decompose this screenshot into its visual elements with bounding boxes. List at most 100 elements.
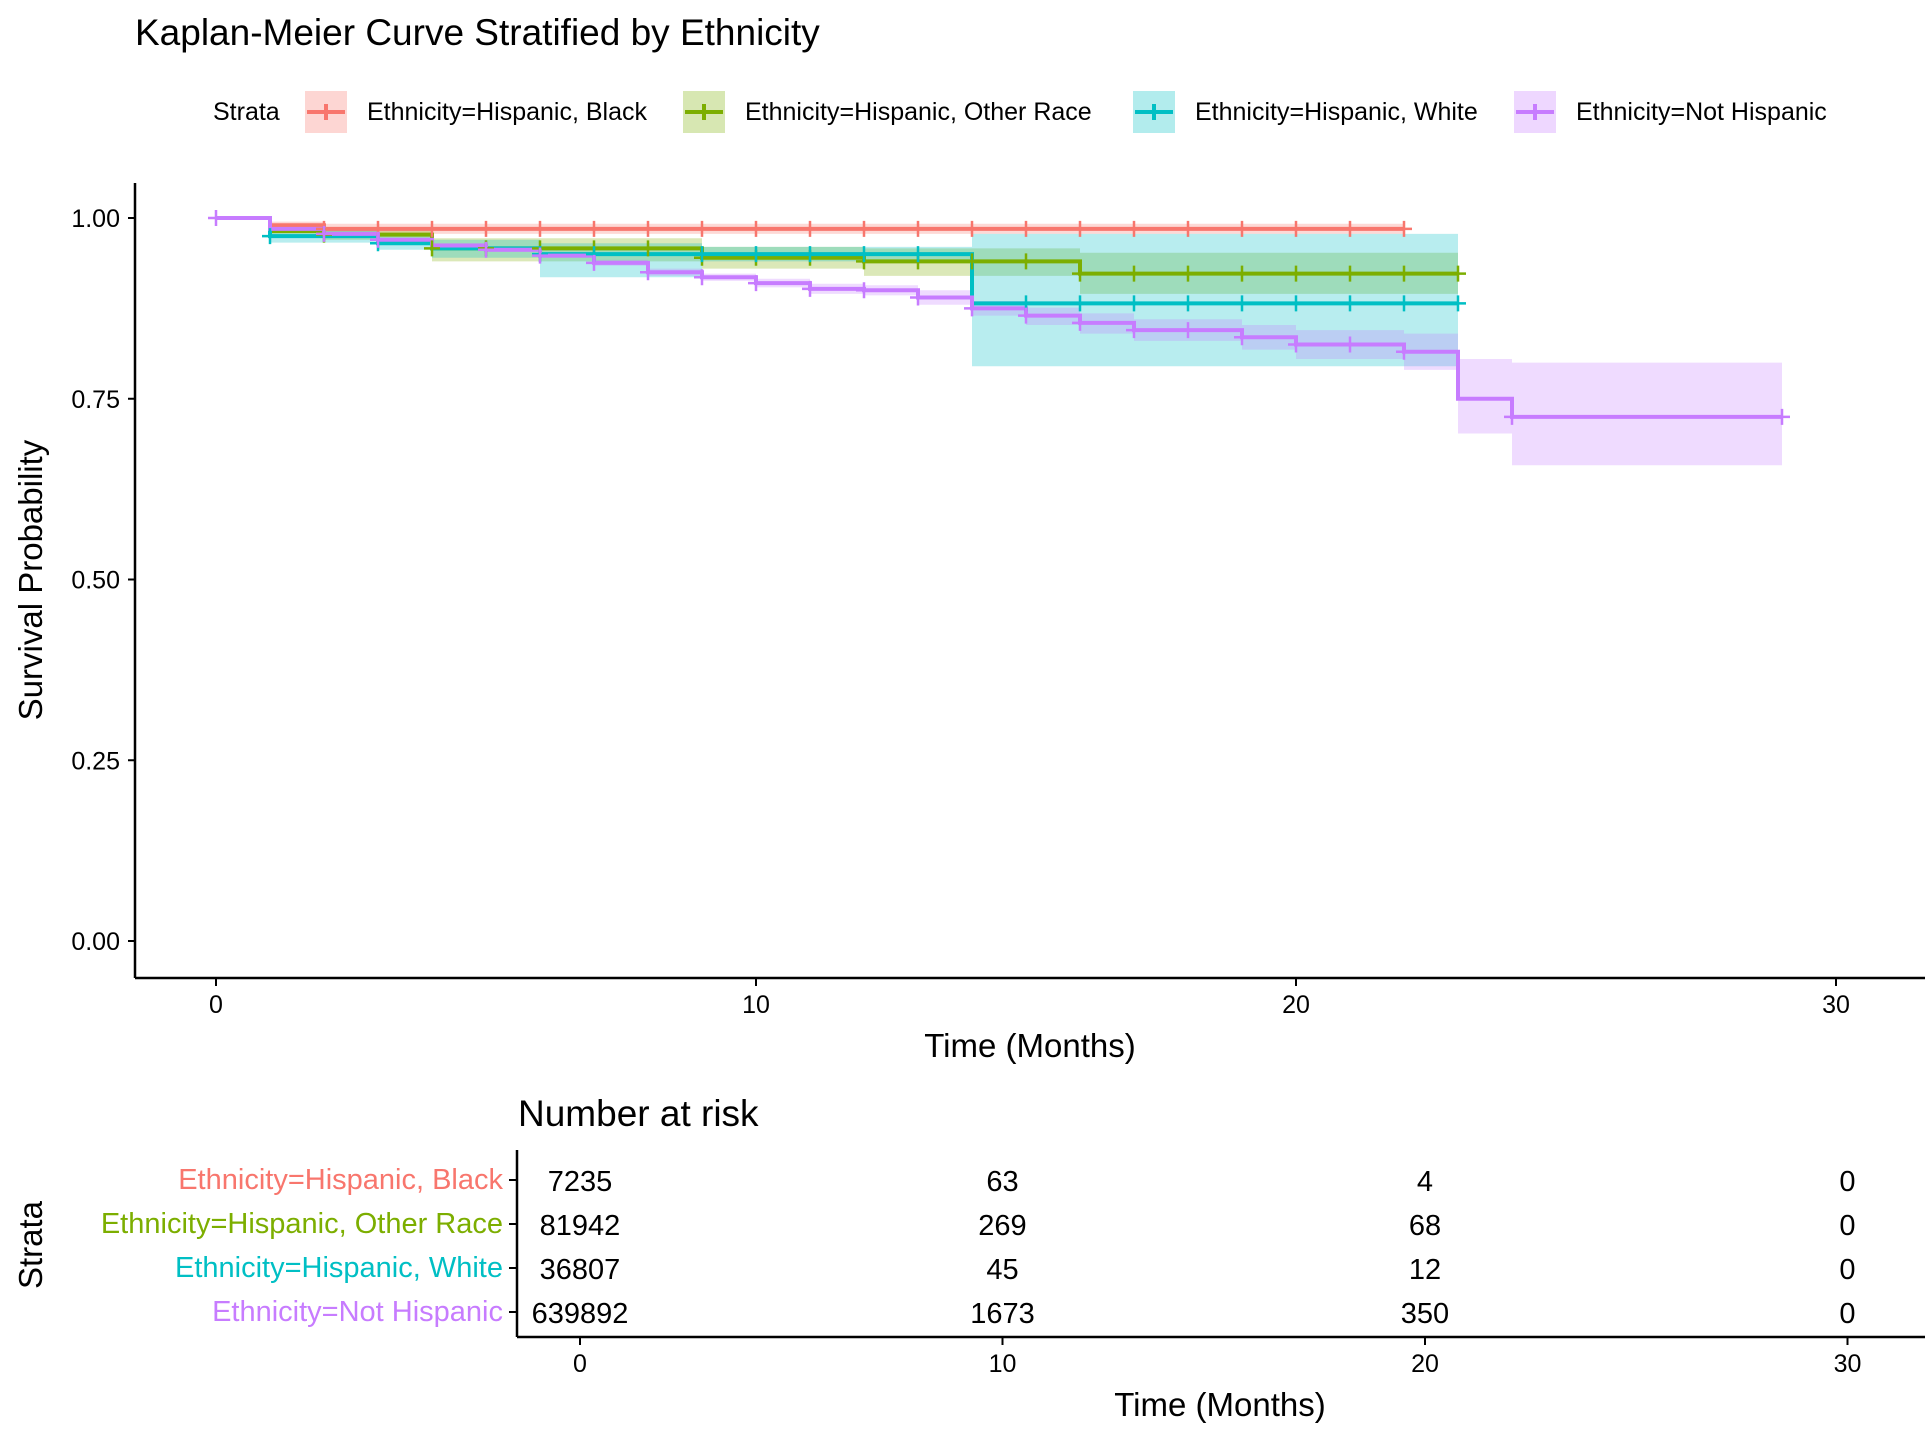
censor-mark [1450,265,1466,282]
risk-row-label: Ethnicity=Not Hispanic [212,1296,503,1328]
censor-mark [748,246,764,263]
survival-curve-ethnicity-hispanic-other-race [216,216,1458,276]
censor-mark [964,220,980,237]
censor-mark [1234,329,1250,346]
censor-mark [910,246,926,263]
censor-mark [1396,343,1412,360]
censor-mark [1342,336,1358,353]
ci-band-ethnicity-not-hispanic [216,218,1782,466]
censor-mark [1234,265,1250,282]
risk-table: Number at risk Ethnicity=Hispanic, Black… [12,1093,1925,1423]
risk-count: 0 [1839,1254,1855,1286]
y-axis-label: Survival Probability [12,439,49,720]
x-tick-label: 0 [209,991,223,1019]
y-tick-label: 0.25 [71,747,120,775]
censor-mark [640,264,656,281]
censor-mark [1180,220,1196,237]
censor-mark [640,220,656,237]
risk-table-rows: Ethnicity=Hispanic, Black 7235 63 4 0Ethnici… [101,1164,1856,1330]
risk-count: 0 [1839,1298,1855,1330]
risk-x-tick-label: 30 [1834,1350,1862,1378]
censor-mark [694,269,710,286]
risk-count: 350 [1401,1298,1449,1330]
censor-mark [1342,295,1358,312]
censor-mark [748,220,764,237]
censor-mark [262,228,278,245]
x-tick-label: 10 [742,991,770,1019]
legend-key-line [1135,104,1173,120]
risk-count: 63 [986,1166,1018,1198]
risk-x-tick-label: 20 [1411,1350,1439,1378]
censor-mark [1288,265,1304,282]
y-tick-label: 1.00 [71,205,120,233]
legend-title: Strata [213,98,280,126]
censor-mark [1288,295,1304,312]
censor-mark [1126,295,1142,312]
legend-item-ethnicity-hispanic-white: Ethnicity=Hispanic, White [1133,91,1478,133]
censor-mark [1072,265,1088,282]
risk-count: 0 [1839,1166,1855,1198]
censor-mark [1126,265,1142,282]
censor-marks [208,210,1790,425]
censor-mark [1018,307,1034,324]
risk-count: 36807 [540,1254,621,1286]
risk-row-ethnicity-hispanic-other-race: Ethnicity=Hispanic, Other Race 81942 269 68… [101,1208,1856,1242]
censor-mark [964,253,980,270]
risk-count: 45 [986,1254,1018,1286]
censor-mark [1396,265,1412,282]
censor-mark [856,246,872,263]
legend-item-ethnicity-hispanic-black: Ethnicity=Hispanic, Black [305,91,647,133]
censor-mark [1504,408,1520,425]
censor-mark [532,247,548,264]
risk-table-x-ticks: 0 10 20 30 [573,1337,1861,1378]
censor-mark [424,240,440,257]
risk-count: 1673 [970,1298,1035,1330]
risk-row-label: Ethnicity=Hispanic, White [175,1252,503,1284]
censor-mark [478,220,494,237]
censor-mark [910,220,926,237]
risk-x-tick-label: 0 [573,1350,587,1378]
censor-mark [586,254,602,271]
risk-table-title: Number at risk [518,1093,759,1134]
censor-mark [1288,336,1304,353]
censor-mark [1180,265,1196,282]
censor-mark [1234,295,1250,312]
y-tick-label: 0.00 [71,928,120,956]
risk-count: 269 [978,1210,1026,1242]
risk-table-x-label: Time (Months) [1114,1386,1325,1423]
x-tick-label: 20 [1282,991,1310,1019]
censor-mark [748,275,764,292]
risk-count: 81942 [540,1210,621,1242]
censor-mark [640,240,656,257]
censor-mark [1396,220,1412,237]
x-axis-label: Time (Months) [924,1027,1135,1064]
censor-mark [1126,322,1142,339]
risk-x-tick-label: 10 [989,1350,1017,1378]
y-tick-label: 0.75 [71,386,120,414]
censor-mark [532,220,548,237]
censor-mark [1774,408,1790,425]
legend-key-line [685,104,723,120]
censor-mark [1072,220,1088,237]
censor-mark [1126,220,1142,237]
confidence-bands [216,218,1782,466]
risk-count: 68 [1409,1210,1441,1242]
survival-plot-area: 0.00 0.25 0.50 0.75 1.00 0 10 20 30 Time (Month… [12,183,1925,1064]
censor-mark [1180,295,1196,312]
censor-mark [1018,220,1034,237]
risk-count: 0 [1839,1210,1855,1242]
y-tick-label: 0.50 [71,567,120,595]
censor-mark [802,280,818,297]
censor-mark [856,220,872,237]
x-axis-ticks: 0 10 20 30 [209,978,1850,1019]
legend-label: Ethnicity=Hispanic, White [1195,98,1478,126]
y-axis-ticks: 0.00 0.25 0.50 0.75 1.00 [71,205,135,956]
censor-mark [586,220,602,237]
risk-count: 4 [1417,1166,1433,1198]
censor-mark [424,220,440,237]
legend-item-ethnicity-not-hispanic: Ethnicity=Not Hispanic [1514,91,1827,133]
censor-mark [910,289,926,306]
censor-mark [856,282,872,299]
legend-item-ethnicity-hispanic-other-race: Ethnicity=Hispanic, Other Race [683,91,1092,133]
